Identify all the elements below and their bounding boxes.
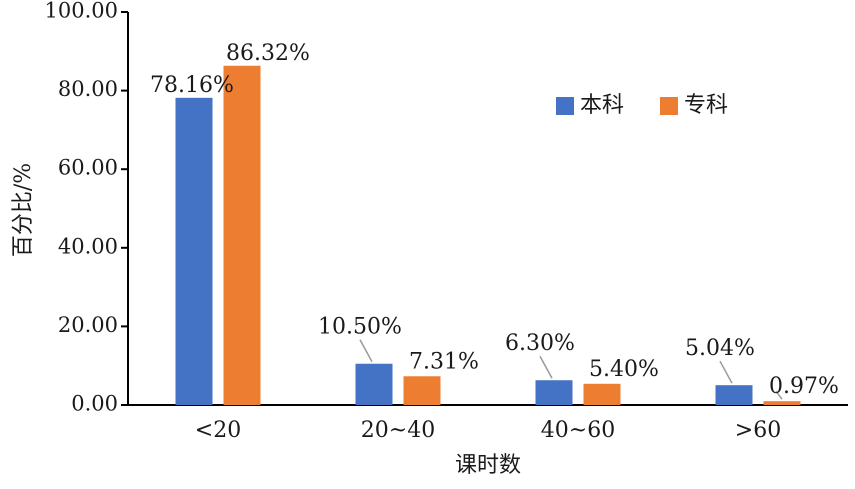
data-label: 6.30% xyxy=(505,331,575,356)
data-label: 7.31% xyxy=(409,349,479,374)
bar-series1 xyxy=(355,363,393,405)
legend-swatch xyxy=(556,97,574,115)
y-tick-label: 100.00 xyxy=(45,0,118,23)
data-label: 78.16% xyxy=(150,73,234,98)
legend-label: 专科 xyxy=(684,93,728,118)
bar-series2 xyxy=(763,401,801,405)
bar-series2 xyxy=(223,65,261,406)
bars xyxy=(175,65,801,406)
leader-line xyxy=(719,360,733,384)
data-label: 5.40% xyxy=(589,357,659,382)
x-tick-label: <20 xyxy=(195,418,241,443)
bar-series1 xyxy=(175,97,213,405)
y-tick-label: 60.00 xyxy=(58,156,118,180)
y-axis-title: 百分比/% xyxy=(11,163,36,257)
x-tick-label: 20~40 xyxy=(361,418,435,443)
y-tick-label: 80.00 xyxy=(58,77,118,101)
x-axis-title: 课时数 xyxy=(455,453,521,478)
bar-series2 xyxy=(583,383,621,405)
x-tick-label: 40~60 xyxy=(541,418,615,443)
y-tick-label: 40.00 xyxy=(58,234,118,258)
legend-swatch xyxy=(660,97,678,115)
legend: 本科 专科 xyxy=(556,93,728,118)
data-label: 0.97% xyxy=(769,374,839,399)
legend-label: 本科 xyxy=(580,93,624,118)
x-tick-label: >60 xyxy=(735,418,781,443)
leader-line xyxy=(775,390,783,400)
bar-series1 xyxy=(715,385,753,405)
data-label: 10.50% xyxy=(318,315,402,340)
bar-series1 xyxy=(535,380,573,405)
axes: 0.00 20.00 40.00 60.00 80.00 100.00 <20 20~40 40… xyxy=(45,0,848,443)
data-labels: 78.16% 86.32% 10.50% 7.31% 6.30% 5.40% 5.04% 0.… xyxy=(150,41,839,400)
leader-line xyxy=(359,339,373,363)
bar-series2 xyxy=(403,376,441,405)
leader-line xyxy=(539,355,553,379)
data-label: 86.32% xyxy=(226,41,310,66)
y-tick-label: 0.00 xyxy=(71,392,118,416)
data-label: 5.04% xyxy=(685,336,755,361)
y-tick-label: 20.00 xyxy=(58,313,118,337)
